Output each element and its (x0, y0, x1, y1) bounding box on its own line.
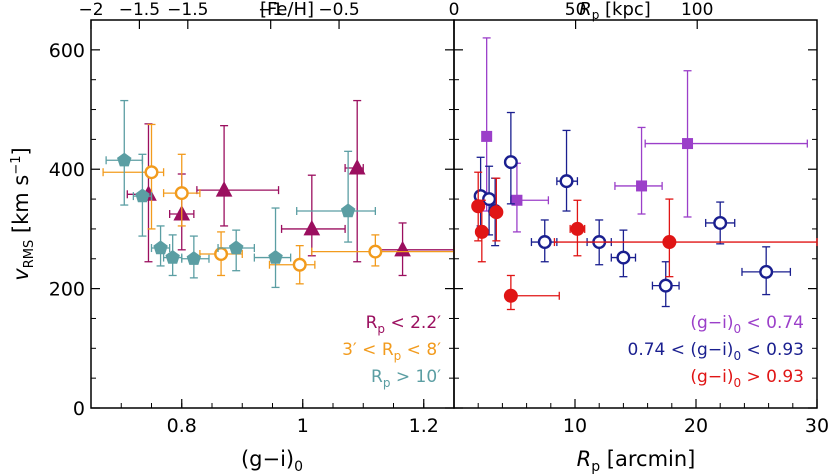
data-point (713, 215, 728, 230)
right-xtick-label: 30 (805, 415, 829, 437)
data-point (481, 130, 493, 142)
left-series-2 (105, 99, 377, 289)
data-point (537, 235, 552, 250)
data-point (503, 155, 518, 170)
data-point (135, 188, 150, 203)
left-xtick-label: 0.8 (167, 415, 197, 437)
right-legend-1: 0.74 < (g−i)0 < 0.93 (628, 340, 804, 363)
right-xtick-label: 10 (563, 415, 587, 437)
right-legend-2: (g−i)0 > 0.93 (690, 367, 804, 390)
data-point (153, 240, 168, 255)
data-point (174, 186, 189, 201)
left-legend-2: Rp > 10′ (371, 367, 441, 390)
left-top-tick-label: 0 (449, 0, 460, 20)
data-point (268, 249, 283, 264)
data-point (474, 224, 489, 239)
data-point (682, 138, 694, 150)
data-point (340, 203, 356, 218)
data-point (394, 240, 411, 257)
y-axis-label: vRMS [km s−1] (9, 147, 37, 280)
data-point (636, 180, 648, 192)
data-point (489, 205, 504, 220)
left-series-0 (126, 99, 455, 277)
data-point (144, 165, 159, 180)
data-point (658, 278, 673, 293)
error-bar (296, 150, 377, 243)
data-point (471, 199, 486, 214)
left-top-tick-label: −1.5 (119, 0, 160, 20)
data-point (616, 250, 631, 265)
left-xtick-label: 1.2 (409, 415, 439, 437)
data-point (662, 235, 677, 250)
data-point (215, 181, 233, 197)
data-point (559, 174, 574, 189)
data-point (503, 288, 518, 303)
ytick-label: 200 (49, 279, 85, 301)
right-series-1 (473, 111, 792, 308)
right-top-tick-label: 50 (565, 0, 587, 20)
data-point (214, 246, 229, 261)
left-top-tick-label: −1.5 (167, 0, 208, 20)
data-point (228, 240, 244, 255)
ytick-label: 600 (49, 40, 85, 62)
left-top-tick-label: −1 (258, 0, 283, 20)
data-point (511, 194, 523, 206)
left-legend-0: Rp < 2.2′ (366, 313, 442, 336)
error-bar (196, 125, 280, 227)
data-point (303, 219, 321, 236)
data-point (368, 244, 383, 259)
right-panel: 10 20 30 50 100 (g−i)0 < 0.74 0.74 < (g−i)0 < … (453, 0, 829, 437)
data-point (348, 158, 366, 175)
ytick-label: 400 (49, 159, 85, 181)
left-x-axis-label: (g−i)0 (241, 447, 303, 475)
left-panel: 0.8 1 1.2 0 200 400 600 −2 −1.5 −1.5 −1 −0.5 0 Rp < 2… (49, 0, 460, 437)
left-legend-1: 3′ < Rp < 8′ (342, 340, 441, 363)
left-top-tick-label: −0.5 (318, 0, 359, 20)
right-xtick-label: 20 (684, 415, 708, 437)
left-xtick-label: 1 (297, 415, 309, 437)
data-point (117, 152, 132, 167)
data-point (165, 249, 180, 264)
data-point (292, 257, 307, 272)
right-legend-0: (g−i)0 < 0.74 (690, 313, 804, 336)
data-point (186, 251, 202, 265)
right-series-2 (471, 171, 818, 311)
right-top-tick-label: 100 (681, 0, 713, 20)
right-x-axis-label: Rp [arcmin] (577, 447, 696, 475)
data-point (482, 192, 497, 207)
left-top-axis-label: [Fe/H] (260, 0, 314, 20)
ytick-label: 0 (73, 398, 85, 420)
right-top-axis-label: Rp [kpc] (579, 0, 651, 22)
data-point (759, 264, 774, 279)
right-frame (453, 19, 818, 409)
data-point (570, 221, 585, 236)
left-top-tick-label: −2 (78, 0, 103, 20)
